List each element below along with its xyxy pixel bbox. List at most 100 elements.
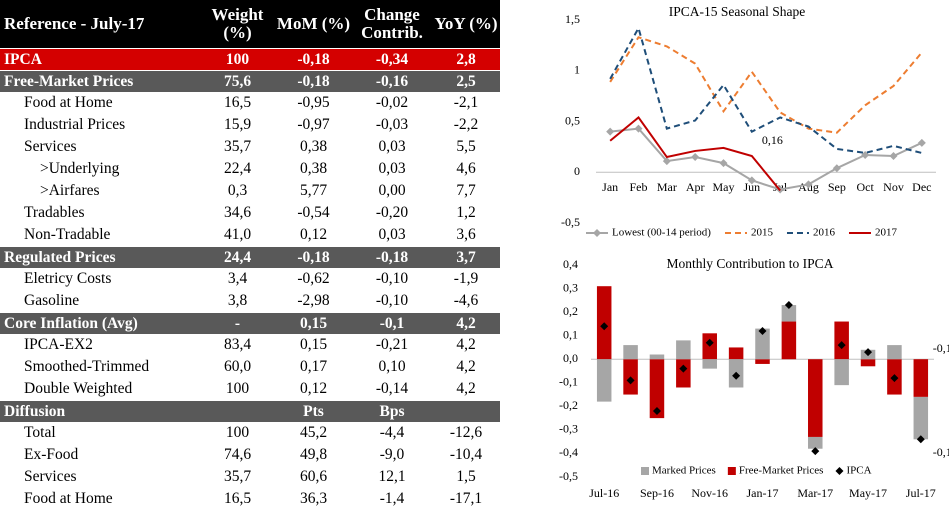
point [691, 153, 700, 162]
bar-segment [649, 354, 665, 360]
point [917, 138, 926, 147]
point [626, 376, 635, 385]
value-label: -0,18 [933, 445, 949, 459]
table-cell: -0,18 [297, 72, 330, 90]
table-cell: 35,7 [223, 468, 252, 485]
x-tick-label: Jan [602, 180, 618, 194]
table-row: Services 35,7 0,38 0,03 5,5 [0, 136, 500, 158]
table-cell: -0,10 [375, 292, 409, 309]
header-row: Reference - July-17 Weight (%) MoM (%) Chan… [0, 0, 500, 48]
table-cell: 60,0 [223, 358, 252, 375]
table-cell: -10,4 [449, 446, 483, 463]
table-cell: -0,54 [297, 204, 330, 221]
point [634, 124, 643, 133]
table-cell: 0,17 [299, 358, 328, 375]
data-table: Reference - July-17 Weight (%) MoM (%) Chan… [0, 0, 500, 507]
point [916, 435, 925, 444]
x-tick-label: Oct [857, 180, 875, 194]
y-tick-label: -0,3 [559, 422, 578, 436]
table-row: Gasoline 3,8 -2,98 -0,10 -4,6 [0, 290, 500, 312]
bar-segment [913, 359, 929, 397]
table-cell: 0,15 [299, 336, 328, 353]
table-cell: 4,2 [456, 314, 476, 332]
table-row: Double Weighted 100 0,12 -0,14 4,2 [0, 378, 500, 400]
y-tick-label: 0 [574, 164, 580, 178]
row-label: Eletricy Costs [24, 270, 112, 287]
table-cell: 1,5 [456, 468, 476, 485]
table-cell: -1,9 [453, 270, 479, 287]
legend-label: IPCA [846, 465, 871, 477]
table-row: Total 100 45,2 -4,4 -12,6 [0, 422, 500, 444]
table-cell: 4,2 [456, 336, 476, 353]
header-cell: Reference - July-17 [4, 14, 145, 33]
point [662, 157, 671, 166]
legend-label: Marked Prices [652, 465, 716, 477]
y-tick-label: 0,0 [563, 351, 578, 365]
x-tick-label: Apr [686, 180, 705, 194]
table-cell: 35,7 [223, 138, 252, 155]
table-cell: 2,8 [456, 50, 476, 68]
bar-segment [781, 305, 797, 322]
table-cell: -0,97 [297, 116, 330, 133]
point [837, 341, 846, 350]
table-cell: 3,8 [227, 292, 248, 309]
bar-segment [676, 359, 691, 388]
table-cell: 1,2 [456, 204, 476, 221]
table-cell: 3,4 [227, 270, 248, 287]
point [864, 348, 873, 357]
point [652, 407, 661, 416]
table-row: Regulated Prices 24,4 -0,18 -0,18 3,7 [0, 246, 500, 268]
row-label: Food at Home [24, 94, 113, 111]
table-cell: -0,62 [297, 270, 330, 287]
x-tick-label: Mar-17 [797, 486, 833, 500]
table-cell: 12,1 [378, 468, 406, 485]
y-tick-label: 0,5 [565, 113, 580, 127]
table-cell: 60,6 [299, 468, 328, 485]
row-label: Gasoline [24, 292, 80, 309]
x-tick-label: Jan-17 [747, 486, 779, 500]
table-cell: - [234, 314, 241, 332]
table-row: >Underlying 22,4 0,38 0,03 4,6 [0, 158, 500, 180]
bar-segment [755, 359, 770, 364]
table-row: Eletricy Costs 3,4 -0,62 -0,10 -1,9 [0, 268, 500, 290]
point [732, 371, 741, 380]
table-cell: 2,5 [456, 72, 476, 90]
row-label: Core Inflation (Avg) [4, 314, 138, 332]
y-tick-label: 1 [574, 63, 580, 77]
table-row: Industrial Prices 15,9 -0,97 -0,03 -2,2 [0, 114, 500, 136]
row-label: Smoothed-Trimmed [24, 358, 150, 375]
table-cell: 100 [225, 380, 250, 397]
table-row: Diffusion Pts Bps [0, 400, 500, 422]
row-label: Non-Tradable [24, 226, 111, 243]
x-tick-label: May [713, 180, 735, 194]
bar-segment [781, 321, 797, 360]
table-cell: 16,5 [223, 490, 252, 507]
legend-label: Lowest (00-14 period) [612, 227, 711, 239]
table-cell: 24,4 [223, 248, 252, 266]
row-label: Diffusion [4, 402, 66, 420]
table-cell: -0,03 [375, 116, 409, 133]
table-cell: 22,4 [223, 160, 252, 177]
x-tick-label: Jun [743, 180, 760, 194]
bar-segment [913, 396, 929, 440]
bar-segment [808, 436, 823, 449]
value-label: -0,16 [933, 341, 949, 355]
row-label: IPCA [4, 50, 42, 68]
x-tick-label: Jul-16 [589, 486, 619, 500]
point [600, 322, 609, 331]
bar-segment [808, 359, 823, 437]
table-cell: 0,03 [378, 160, 406, 177]
table-cell: -9,0 [379, 446, 405, 463]
x-tick-label: May-17 [849, 486, 887, 500]
x-tick-label: Nov [883, 180, 904, 194]
table-cell: -0,02 [375, 94, 409, 111]
row-label: Services [24, 138, 77, 155]
table-cell: -0,10 [375, 270, 409, 287]
table-cell: 3,7 [456, 248, 476, 266]
header-cell: Weight (%) [211, 5, 264, 42]
header-cell: MoM (%) [276, 14, 351, 33]
value-label: 0,16 [762, 133, 783, 147]
bar-segment [887, 345, 902, 360]
chart-title: Monthly Contribution to IPCA [667, 256, 834, 271]
